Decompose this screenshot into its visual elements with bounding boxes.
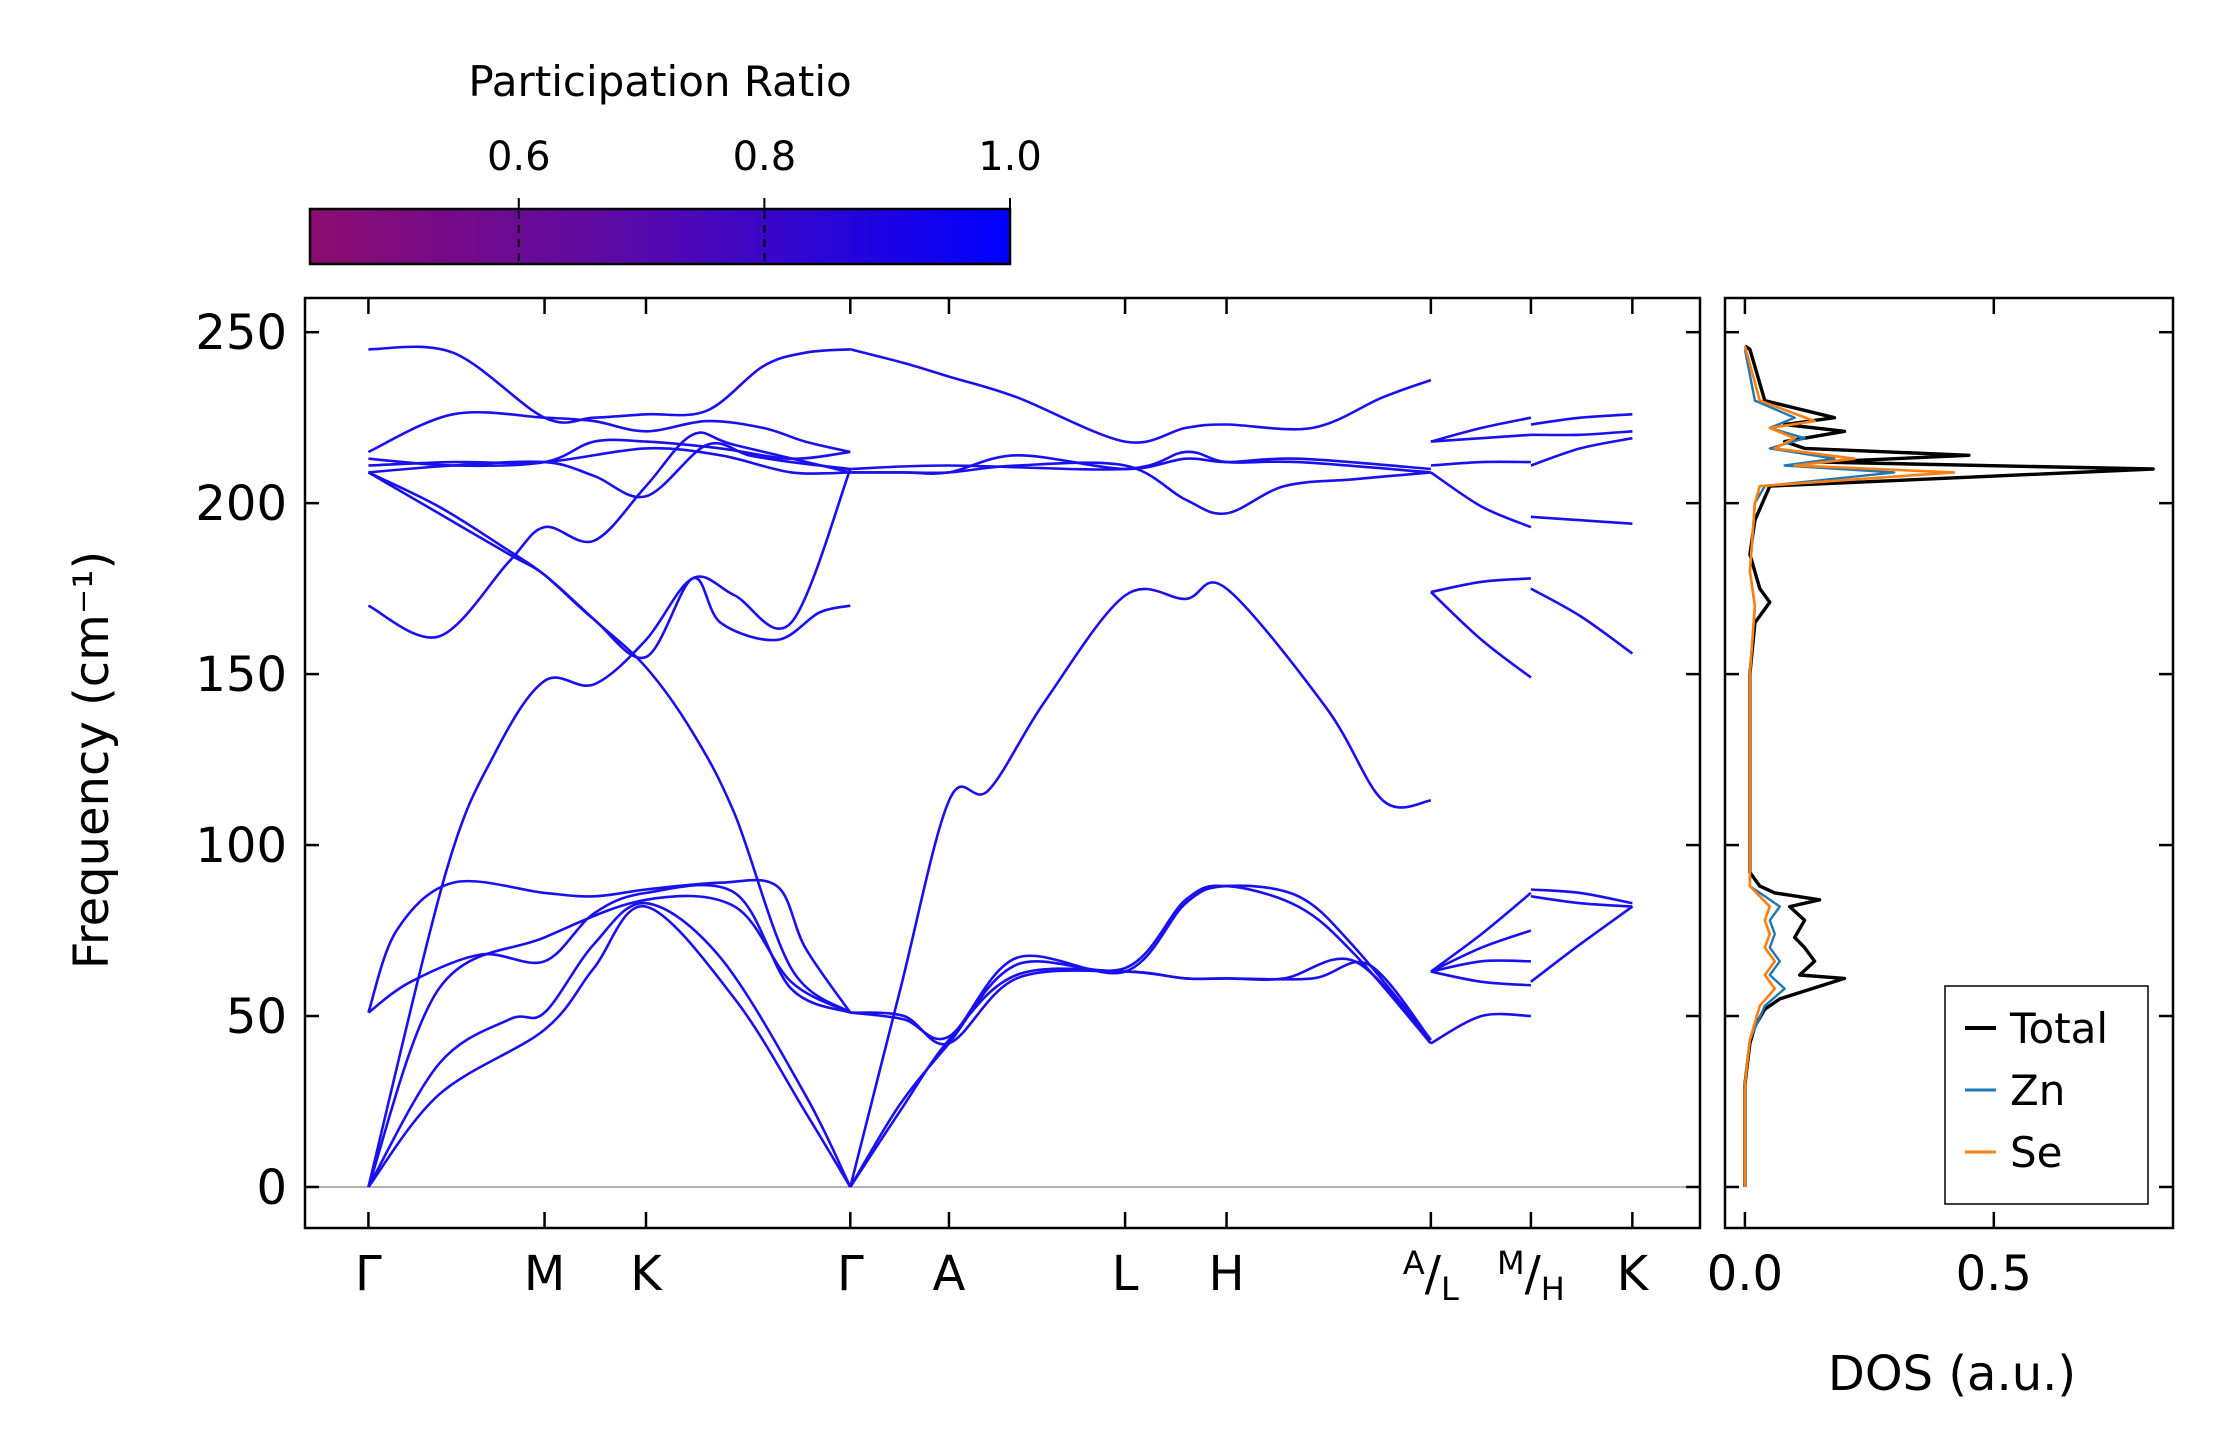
phonon-band	[1530, 905, 1634, 983]
phonon-band	[850, 960, 1432, 1046]
colorbar-label: Participation Ratio	[468, 57, 851, 106]
phonon-band	[1530, 436, 1633, 467]
phonon-band	[1430, 591, 1532, 679]
band-panel-frame	[303, 296, 1702, 1230]
phonon-band	[849, 581, 1432, 1188]
dos-curve-se	[1743, 345, 1956, 1187]
phonon-band	[850, 884, 1432, 1041]
dos-y-ticks	[1725, 330, 2173, 1189]
path-tick-label: A	[933, 1246, 966, 1302]
phonon-band	[367, 901, 852, 1188]
path-tick-label: Γ	[837, 1246, 864, 1302]
path-tick-label: M/H	[1497, 1244, 1565, 1308]
phonon-band	[367, 471, 851, 660]
phonon-band	[1530, 587, 1634, 655]
dos-curves	[1743, 344, 2155, 1187]
phonon-band	[367, 878, 852, 1014]
phonon-band	[1430, 471, 1532, 529]
phonon-band	[368, 438, 851, 468]
phonon-band	[1430, 970, 1531, 987]
y-tick-label: 50	[226, 989, 287, 1045]
path-tick-label: H	[1208, 1246, 1244, 1302]
phonon-band	[367, 894, 851, 1188]
path-tick-label: K	[1617, 1246, 1650, 1302]
y-tick-label: 150	[195, 647, 287, 703]
phonon-band	[850, 461, 1432, 516]
legend-label-total: Total	[2009, 1004, 2108, 1053]
phonon-bands	[367, 345, 1634, 1188]
dos-x-axis-label: DOS (a.u.)	[1828, 1346, 2076, 1402]
phonon-band	[1430, 959, 1531, 973]
phonon-band	[1430, 433, 1531, 443]
phonon-band	[1530, 413, 1633, 426]
path-tick-label: A/L	[1403, 1244, 1459, 1308]
phonon-band	[1530, 888, 1633, 905]
path-tick-label: Γ	[355, 1246, 382, 1302]
phonon-band	[368, 345, 851, 424]
path-tick-label: K	[630, 1246, 663, 1302]
path-tick-label: M	[524, 1246, 565, 1302]
phonon-band	[849, 884, 1432, 1188]
phonon-band	[367, 410, 851, 454]
phonon-band	[367, 905, 852, 1188]
y-tick-label: 0	[256, 1160, 287, 1216]
path-axis-ticks: Γ M K Γ A L H A/L M/H K	[355, 298, 1650, 1308]
phonon-band	[1430, 929, 1532, 973]
path-tick-label: L	[1112, 1246, 1139, 1302]
dos-panel-frame	[1723, 296, 2175, 1230]
phonon-band	[850, 450, 1431, 474]
legend-frame	[1944, 985, 2149, 1205]
y-tick-label: 100	[195, 818, 287, 874]
dos-curve-zn	[1743, 349, 1896, 1187]
dos-legend: Total Zn Se	[1944, 985, 2149, 1205]
phonon-band	[1430, 460, 1531, 467]
colorbar-ticks: 0.6 0.8 1.0	[487, 134, 1042, 262]
colorbar-bar	[308, 207, 1012, 266]
legend-label-zn: Zn	[2010, 1066, 2065, 1115]
colorbar-tick-label: 0.8	[733, 134, 797, 180]
phonon-band	[367, 468, 852, 1188]
phonon-band	[849, 957, 1432, 1188]
colorbar-tick-label: 0.6	[487, 134, 551, 180]
phonon-band	[368, 446, 851, 475]
y-tick-label: 250	[195, 305, 287, 361]
dos-x-tick-label: 0.5	[1956, 1246, 2032, 1302]
phonon-band	[849, 348, 1432, 444]
phonon-band	[1530, 430, 1633, 437]
phonon-band	[1530, 895, 1633, 908]
dos-x-tick-label: 0.0	[1707, 1246, 1783, 1302]
phonon-band	[367, 471, 852, 1014]
y-tick-label: 200	[195, 476, 287, 532]
phonon-band	[367, 883, 851, 1014]
band-structure-panel: 0 50 100 150 200 250 Γ M K Γ A L H A/L M/H K Frequency…	[64, 296, 1702, 1308]
phonon-band	[367, 431, 851, 639]
frequency-axis-ticks: 0 50 100 150 200 250	[195, 305, 1700, 1216]
phonon-band	[1430, 577, 1531, 594]
dos-x-ticks: 0.0 0.5	[1707, 298, 2032, 1302]
phonon-band	[1430, 1012, 1531, 1045]
phonon-band	[1530, 515, 1633, 525]
y-axis-label: Frequency (cm⁻¹)	[64, 551, 120, 969]
phonon-band	[1430, 416, 1532, 443]
dos-panel: 0.0 0.5 DOS (a.u.) Total Zn Se	[1707, 296, 2175, 1402]
phonon-band	[1430, 891, 1532, 973]
colorbar: Participation Ratio 0.6 0.8 1.0	[308, 57, 1042, 266]
legend-label-se: Se	[2010, 1128, 2063, 1177]
colorbar-tick-label: 1.0	[978, 134, 1042, 180]
